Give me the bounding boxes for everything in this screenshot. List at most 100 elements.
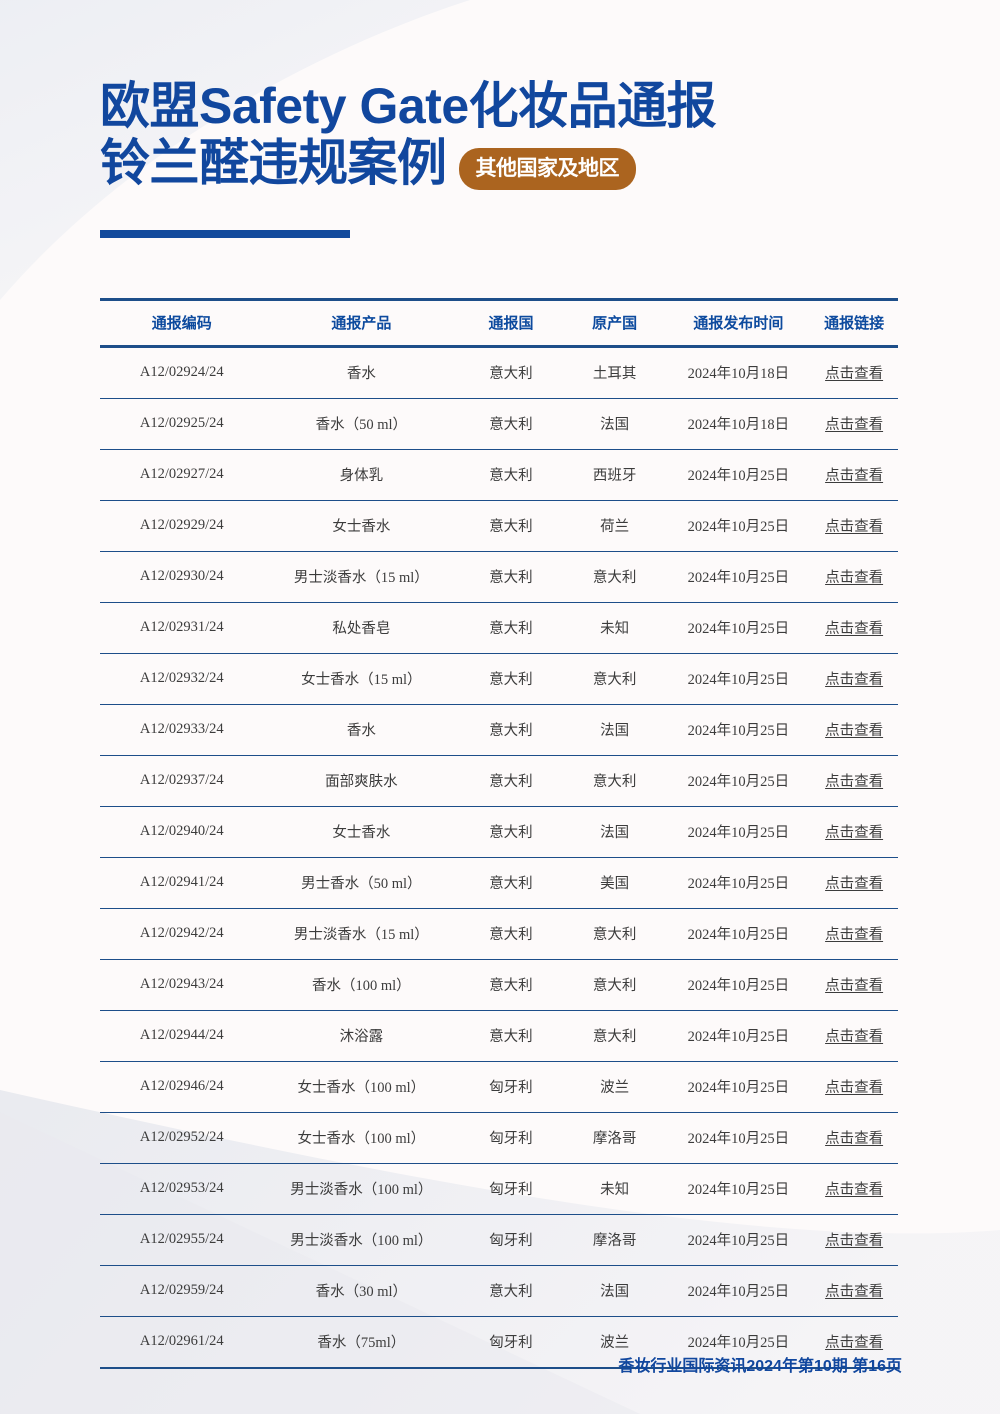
notification-link-cell[interactable]: 点击查看 [810, 500, 898, 552]
origin-country: 意大利 [562, 908, 667, 960]
table-row: A12/02946/24 女士香水（100 ml） 匈牙利 波兰 2024年10月25日… [100, 1061, 898, 1113]
notification-link[interactable]: 点击查看 [825, 927, 884, 943]
notifying-country: 匈牙利 [459, 1112, 563, 1164]
notification-product: 女士香水 [263, 806, 460, 858]
table-body: A12/02924/24 香水 意大利 土耳其 2024年10月18日 点击查看 A12/0… [100, 346, 898, 1369]
publish-date: 2024年10月25日 [666, 1163, 811, 1215]
notification-link[interactable]: 点击查看 [825, 1233, 884, 1249]
origin-country: 美国 [562, 857, 667, 909]
origin-country: 意大利 [562, 1010, 667, 1062]
table-row: A12/02942/24 男士淡香水（15 ml） 意大利 意大利 2024年10月25… [100, 908, 898, 960]
page-title-line2-row: 铃兰醛违规案例 其他国家及地区 [100, 135, 900, 192]
table-row: A12/02927/24 身体乳 意大利 西班牙 2024年10月25日 点击查看 [100, 449, 898, 501]
notification-product: 香水 [263, 346, 460, 399]
notification-link[interactable]: 点击查看 [825, 1335, 884, 1351]
notification-link[interactable]: 点击查看 [825, 1080, 884, 1096]
notification-link[interactable]: 点击查看 [825, 825, 884, 841]
notification-link[interactable]: 点击查看 [825, 1284, 884, 1300]
origin-country: 意大利 [562, 653, 667, 705]
page-header: 欧盟Safety Gate化妆品通报 铃兰醛违规案例 其他国家及地区 [100, 78, 900, 238]
notification-link-cell[interactable]: 点击查看 [810, 1265, 898, 1317]
notification-code: A12/02925/24 [100, 398, 264, 450]
notification-link-cell[interactable]: 点击查看 [810, 908, 898, 960]
column-header-publish-date: 通报发布时间 [666, 298, 811, 348]
notification-link-cell[interactable]: 点击查看 [810, 1010, 898, 1062]
notification-product: 沐浴露 [263, 1010, 460, 1062]
origin-country: 意大利 [562, 959, 667, 1011]
notification-link[interactable]: 点击查看 [825, 1029, 884, 1045]
notification-product: 香水 [263, 704, 460, 756]
origin-country: 荷兰 [562, 500, 667, 552]
table-row: A12/02955/24 男士淡香水（100 ml） 匈牙利 摩洛哥 2024年10月2… [100, 1214, 898, 1266]
page-title-line1: 欧盟Safety Gate化妆品通报 [100, 78, 717, 134]
table-row: A12/02953/24 男士淡香水（100 ml） 匈牙利 未知 2024年10月25… [100, 1163, 898, 1215]
table-row: A12/02929/24 女士香水 意大利 荷兰 2024年10月25日 点击查看 [100, 500, 898, 552]
notification-code: A12/02933/24 [100, 704, 264, 756]
notification-link[interactable]: 点击查看 [825, 1131, 884, 1147]
notification-code: A12/02941/24 [100, 857, 264, 909]
notification-link-cell[interactable]: 点击查看 [810, 1061, 898, 1113]
origin-country: 土耳其 [562, 346, 667, 399]
publish-date: 2024年10月25日 [666, 500, 811, 552]
notification-link-cell[interactable]: 点击查看 [810, 551, 898, 603]
notification-link-cell[interactable]: 点击查看 [810, 704, 898, 756]
publish-date: 2024年10月25日 [666, 551, 811, 603]
table-row: A12/02932/24 女士香水（15 ml） 意大利 意大利 2024年10月25日… [100, 653, 898, 705]
notification-link[interactable]: 点击查看 [825, 417, 884, 433]
publish-date: 2024年10月25日 [666, 1316, 811, 1369]
notification-link-cell[interactable]: 点击查看 [810, 398, 898, 450]
notification-link-cell[interactable]: 点击查看 [810, 449, 898, 501]
publish-date: 2024年10月18日 [666, 346, 811, 399]
notification-link[interactable]: 点击查看 [825, 468, 884, 484]
notification-product: 面部爽肤水 [263, 755, 460, 807]
notification-code: A12/02944/24 [100, 1010, 264, 1062]
notification-link-cell[interactable]: 点击查看 [810, 653, 898, 705]
notification-link[interactable]: 点击查看 [825, 978, 884, 994]
notification-link-cell[interactable]: 点击查看 [810, 755, 898, 807]
notification-product: 男士淡香水（100 ml） [263, 1214, 460, 1266]
notification-link[interactable]: 点击查看 [825, 519, 884, 535]
notification-link-cell[interactable]: 点击查看 [810, 1112, 898, 1164]
notifications-table-container: 通报编码 通报产品 通报国 原产国 通报发布时间 通报链接 A12/02924/… [100, 298, 898, 1369]
column-header-link: 通报链接 [810, 298, 898, 348]
notification-link[interactable]: 点击查看 [825, 672, 884, 688]
notification-product: 身体乳 [263, 449, 460, 501]
table-row: A12/02930/24 男士淡香水（15 ml） 意大利 意大利 2024年10月25… [100, 551, 898, 603]
notification-code: A12/02952/24 [100, 1112, 264, 1164]
publish-date: 2024年10月25日 [666, 653, 811, 705]
notification-link[interactable]: 点击查看 [825, 621, 884, 637]
notification-link-cell[interactable]: 点击查看 [810, 1214, 898, 1266]
notification-product: 女士香水 [263, 500, 460, 552]
notification-product: 香水（50 ml） [263, 398, 460, 450]
notification-link-cell[interactable]: 点击查看 [810, 1163, 898, 1215]
notification-link-cell[interactable]: 点击查看 [810, 857, 898, 909]
notifying-country: 匈牙利 [459, 1214, 563, 1266]
notification-link-cell[interactable]: 点击查看 [810, 1316, 898, 1369]
notification-link[interactable]: 点击查看 [825, 774, 884, 790]
notifying-country: 匈牙利 [459, 1163, 563, 1215]
notification-link[interactable]: 点击查看 [825, 723, 884, 739]
notification-link[interactable]: 点击查看 [825, 876, 884, 892]
notification-link-cell[interactable]: 点击查看 [810, 346, 898, 399]
publish-date: 2024年10月25日 [666, 959, 811, 1011]
origin-country: 未知 [562, 602, 667, 654]
notification-link-cell[interactable]: 点击查看 [810, 959, 898, 1011]
notification-code: A12/02924/24 [100, 346, 264, 399]
notification-code: A12/02937/24 [100, 755, 264, 807]
notification-link-cell[interactable]: 点击查看 [810, 806, 898, 858]
publish-date: 2024年10月25日 [666, 1214, 811, 1266]
notification-code: A12/02940/24 [100, 806, 264, 858]
notification-link[interactable]: 点击查看 [825, 1182, 884, 1198]
notification-product: 女士香水（15 ml） [263, 653, 460, 705]
notification-code: A12/02959/24 [100, 1265, 264, 1317]
notification-link-cell[interactable]: 点击查看 [810, 602, 898, 654]
publish-date: 2024年10月25日 [666, 1010, 811, 1062]
notification-link[interactable]: 点击查看 [825, 570, 884, 586]
notifying-country: 意大利 [459, 500, 563, 552]
notification-link[interactable]: 点击查看 [825, 366, 884, 382]
origin-country: 意大利 [562, 551, 667, 603]
origin-country: 意大利 [562, 755, 667, 807]
notifying-country: 意大利 [459, 908, 563, 960]
table-row: A12/02941/24 男士香水（50 ml） 意大利 美国 2024年10月25日点… [100, 857, 898, 909]
